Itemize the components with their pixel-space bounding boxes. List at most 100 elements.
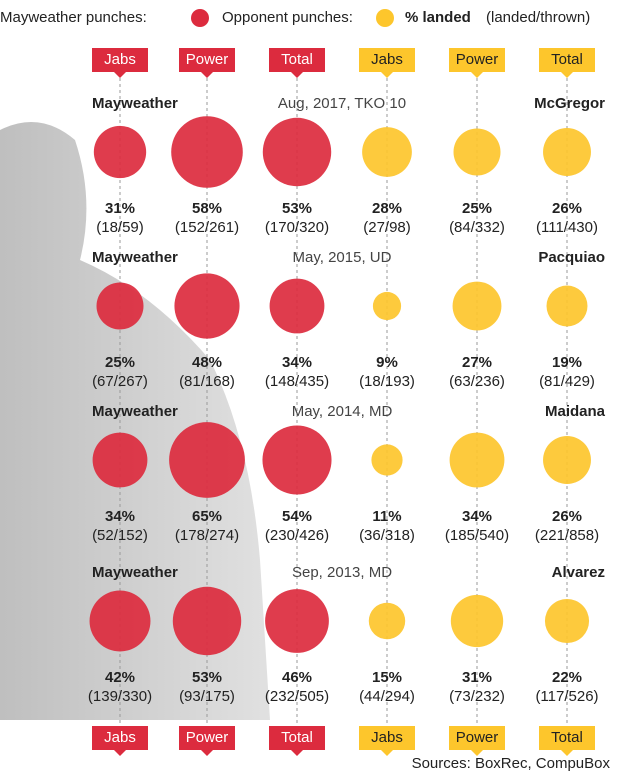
percent-label: 34% — [282, 354, 312, 371]
detail-label: (93/175) — [179, 688, 235, 705]
percent-label: 53% — [192, 669, 222, 686]
detail-label: (36/318) — [359, 527, 415, 544]
column-label: Power — [186, 729, 229, 746]
fight-info: Sep, 2013, MD — [292, 564, 392, 581]
detail-label: (52/152) — [92, 527, 148, 544]
column-label-box — [359, 726, 415, 750]
column-label: Power — [456, 51, 499, 68]
punch-bubble — [368, 602, 406, 640]
percent-label: 19% — [552, 354, 582, 371]
column-label: Jabs — [104, 51, 136, 68]
column-label-pointer — [201, 72, 213, 78]
column-label: Total — [281, 51, 313, 68]
percent-label: 31% — [105, 200, 135, 217]
percent-label: 9% — [376, 354, 398, 371]
percent-label: 42% — [105, 669, 135, 686]
column-label-pointer — [291, 72, 303, 78]
punch-bubble — [169, 422, 245, 498]
column-label-pointer — [114, 750, 126, 756]
legend-landed: % landed — [405, 9, 471, 26]
legend-mayweather: Mayweather punches: — [0, 9, 147, 26]
punch-bubble — [371, 444, 403, 476]
opponent-name: McGregor — [534, 95, 605, 112]
punch-bubble — [544, 598, 590, 644]
percent-label: 15% — [372, 669, 402, 686]
detail-label: (170/320) — [265, 219, 329, 236]
detail-label: (67/267) — [92, 373, 148, 390]
column-label: Power — [186, 51, 229, 68]
column-label-pointer — [561, 750, 573, 756]
legend-opponent: Opponent punches: — [222, 9, 353, 26]
percent-label: 25% — [462, 200, 492, 217]
detail-label: (81/429) — [539, 373, 595, 390]
column-label-box — [539, 726, 595, 750]
percent-label: 65% — [192, 508, 222, 525]
punch-bubble — [546, 285, 588, 327]
background-figure — [0, 122, 270, 720]
column-label: Power — [456, 729, 499, 746]
opponent-name: Maidana — [545, 403, 606, 420]
percent-label: 54% — [282, 508, 312, 525]
percent-label: 27% — [462, 354, 492, 371]
detail-label: (84/332) — [449, 219, 505, 236]
punch-bubble — [372, 291, 402, 321]
column-label-pointer — [114, 72, 126, 78]
column-label-pointer — [561, 72, 573, 78]
percent-label: 46% — [282, 669, 312, 686]
punch-bubble — [171, 116, 243, 188]
detail-label: (81/168) — [179, 373, 235, 390]
percent-label: 22% — [552, 669, 582, 686]
detail-label: (18/193) — [359, 373, 415, 390]
column-label-pointer — [471, 750, 483, 756]
punch-bubble — [96, 282, 144, 330]
source: Sources: BoxRec, CompuBox — [412, 755, 611, 772]
detail-label: (152/261) — [175, 219, 239, 236]
percent-label: 58% — [192, 200, 222, 217]
fight-info: Aug, 2017, TKO 10 — [278, 95, 406, 112]
column-label-box — [539, 48, 595, 72]
punch-bubble — [450, 594, 504, 648]
column-label-box — [269, 48, 325, 72]
column-label-box — [449, 726, 505, 750]
fighter-name: Mayweather — [92, 564, 178, 581]
fighter-name: Mayweather — [92, 403, 178, 420]
column-label-pointer — [381, 72, 393, 78]
percent-label: 53% — [282, 200, 312, 217]
column-label-box — [92, 726, 148, 750]
fighter-name: Mayweather — [92, 249, 178, 266]
punch-bubble — [262, 117, 332, 187]
percent-label: 11% — [372, 508, 401, 525]
column-label-pointer — [201, 750, 213, 756]
column-label-pointer — [291, 750, 303, 756]
percent-label: 34% — [462, 508, 492, 525]
punch-bubble — [543, 436, 591, 484]
opponent-name: Pacquiao — [538, 249, 605, 266]
column-label-box — [92, 48, 148, 72]
detail-label: (185/540) — [445, 527, 509, 544]
punch-bubble — [93, 125, 147, 179]
column-label-box — [179, 48, 235, 72]
column-label: Jabs — [104, 729, 136, 746]
detail-label: (18/59) — [96, 219, 144, 236]
percent-label: 26% — [552, 200, 582, 217]
column-label: Total — [281, 729, 313, 746]
column-label-box — [449, 48, 505, 72]
punch-bubble — [89, 590, 151, 652]
detail-label: (230/426) — [265, 527, 329, 544]
punch-bubble — [265, 589, 329, 653]
detail-label: (117/526) — [535, 688, 598, 705]
punch-bubble — [452, 281, 502, 331]
detail-label: (111/430) — [536, 219, 598, 236]
punch-bubble — [449, 432, 505, 488]
column-label-box — [269, 726, 325, 750]
column-label-pointer — [471, 72, 483, 78]
column-label: Total — [551, 51, 583, 68]
punch-bubble — [269, 278, 325, 334]
percent-label: 34% — [105, 508, 135, 525]
punch-bubble — [174, 273, 240, 339]
detail-label: (178/274) — [175, 527, 239, 544]
detail-label: (73/232) — [449, 688, 505, 705]
detail-label: (44/294) — [359, 688, 415, 705]
punch-bubble — [453, 128, 501, 176]
